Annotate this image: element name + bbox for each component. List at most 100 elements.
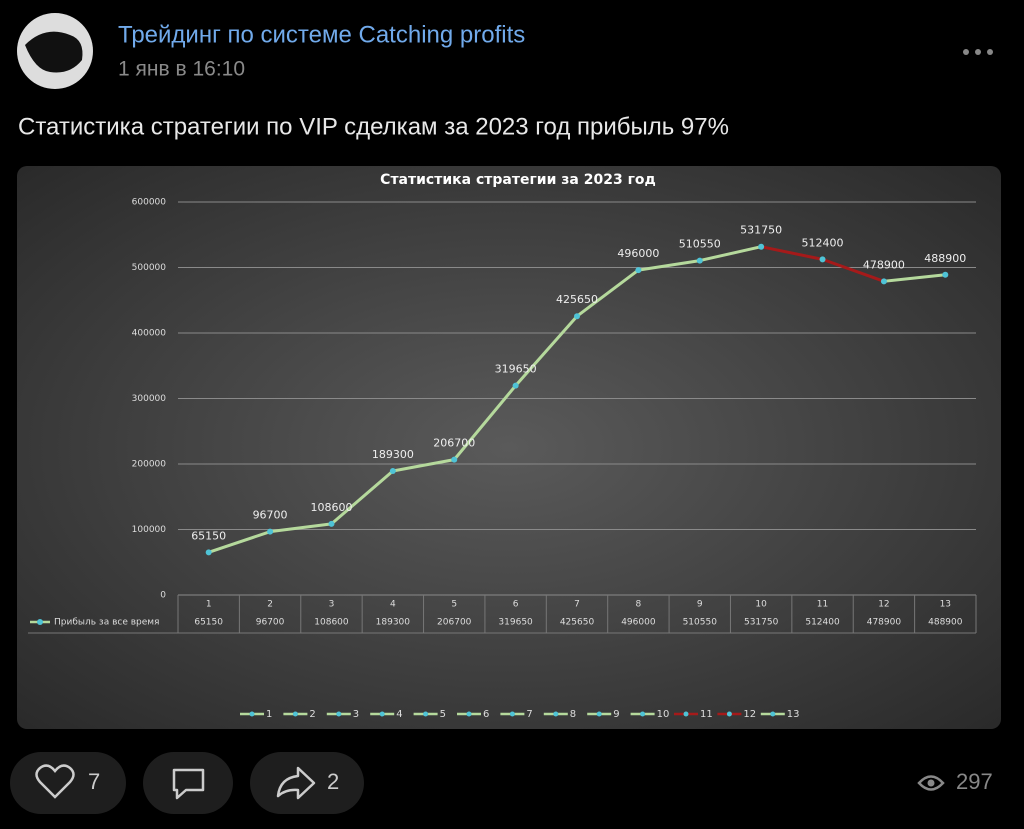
post-time[interactable]: 1 янв в 16:10	[118, 58, 245, 81]
table-value: 96700	[256, 618, 285, 628]
table-value: 478900	[867, 618, 902, 628]
data-label: 512400	[802, 236, 844, 249]
comment-button[interactable]	[143, 752, 233, 814]
legend-label: 3	[353, 709, 359, 720]
data-label: 206700	[433, 437, 475, 450]
data-point	[635, 267, 642, 274]
table-value: 319650	[498, 618, 533, 628]
data-point	[942, 271, 949, 278]
like-count: 7	[88, 769, 100, 794]
x-tick-label: 12	[878, 600, 889, 610]
data-point	[819, 256, 826, 263]
views-icon	[917, 775, 945, 791]
line-segment	[392, 458, 455, 473]
x-tick-label: 2	[267, 600, 273, 610]
data-label: 425650	[556, 293, 598, 306]
data-label: 96700	[253, 509, 288, 522]
y-tick-label: 400000	[132, 329, 167, 339]
x-tick-label: 6	[513, 600, 519, 610]
data-point	[205, 549, 212, 556]
y-tick-label: 200000	[132, 460, 167, 470]
legend-label: 11	[700, 709, 713, 720]
y-tick-label: 500000	[132, 263, 167, 273]
table-value: 488900	[928, 618, 963, 628]
legend-marker	[640, 711, 646, 717]
table-value: 206700	[437, 618, 472, 628]
share-count: 2	[327, 769, 339, 794]
legend-marker	[423, 711, 429, 717]
share-button[interactable]	[250, 752, 364, 814]
data-label: 478900	[863, 258, 905, 271]
legend-label: 2	[309, 709, 315, 720]
x-tick-label: 8	[636, 600, 642, 610]
table-legend-key	[37, 619, 43, 625]
more-menu[interactable]	[963, 49, 993, 55]
legend-marker	[726, 711, 732, 717]
x-tick-label: 4	[390, 600, 396, 610]
data-point	[451, 456, 458, 463]
x-tick-label: 9	[697, 600, 703, 610]
x-tick-label: 10	[755, 600, 767, 610]
data-point	[758, 243, 765, 250]
data-label: 531750	[740, 224, 782, 237]
line-segment	[514, 315, 579, 387]
x-tick-label: 5	[451, 600, 457, 610]
data-point	[389, 468, 396, 475]
x-tick-label: 13	[940, 600, 951, 610]
y-tick-label: 0	[160, 591, 166, 601]
data-label: 488900	[924, 252, 966, 265]
chart-image[interactable]	[17, 166, 1001, 729]
y-tick-label: 600000	[132, 198, 167, 208]
legend-marker	[466, 711, 472, 717]
legend-marker	[770, 711, 776, 717]
line-segment	[883, 273, 946, 283]
chart-title: Статистика стратегии за 2023 год	[380, 172, 656, 188]
table-value: 65150	[194, 618, 223, 628]
legend-label: 13	[787, 709, 800, 720]
data-label: 319650	[495, 363, 537, 376]
line-segment	[208, 530, 271, 554]
data-point	[328, 520, 335, 527]
line-segment	[576, 268, 640, 318]
y-tick-label: 300000	[132, 394, 167, 404]
data-label: 65150	[191, 529, 226, 542]
table-value: 425650	[560, 618, 595, 628]
legend-marker	[336, 711, 342, 717]
legend-label: 4	[396, 709, 402, 720]
x-tick-label: 11	[817, 600, 828, 610]
legend-label: 8	[570, 709, 576, 720]
line-segment	[638, 259, 700, 272]
table-row-label: Прибыль за все время	[54, 618, 159, 628]
data-point	[512, 382, 519, 389]
table-value: 108600	[314, 618, 349, 628]
post-text: Статистика стратегии по VIP сделкам за 2…	[18, 113, 729, 140]
data-point	[880, 278, 887, 285]
legend-label: 9	[613, 709, 619, 720]
data-label: 108600	[310, 501, 352, 514]
legend-marker	[553, 711, 559, 717]
y-tick-label: 100000	[132, 525, 167, 535]
view-count: 297	[956, 769, 993, 794]
share-icon	[276, 766, 316, 800]
table-value: 510550	[683, 618, 718, 628]
author[interactable]: Трейдинг по системе Catching profits	[118, 21, 525, 48]
legend-label: 6	[483, 709, 489, 720]
legend-marker	[292, 711, 298, 717]
legend-label: 1	[266, 709, 272, 720]
data-point	[267, 528, 274, 535]
data-point	[574, 313, 580, 320]
legend-label: 10	[657, 709, 670, 720]
legend-marker	[509, 711, 515, 717]
line-segment	[760, 245, 823, 261]
like-icon	[35, 764, 75, 799]
comment-icon	[172, 768, 205, 800]
legend-marker	[249, 711, 255, 717]
data-point	[696, 257, 703, 264]
table-value: 189300	[376, 618, 411, 628]
x-tick-label: 7	[574, 600, 580, 610]
line-segment	[453, 384, 517, 461]
legend-marker	[379, 711, 385, 717]
table-value: 512400	[805, 618, 840, 628]
